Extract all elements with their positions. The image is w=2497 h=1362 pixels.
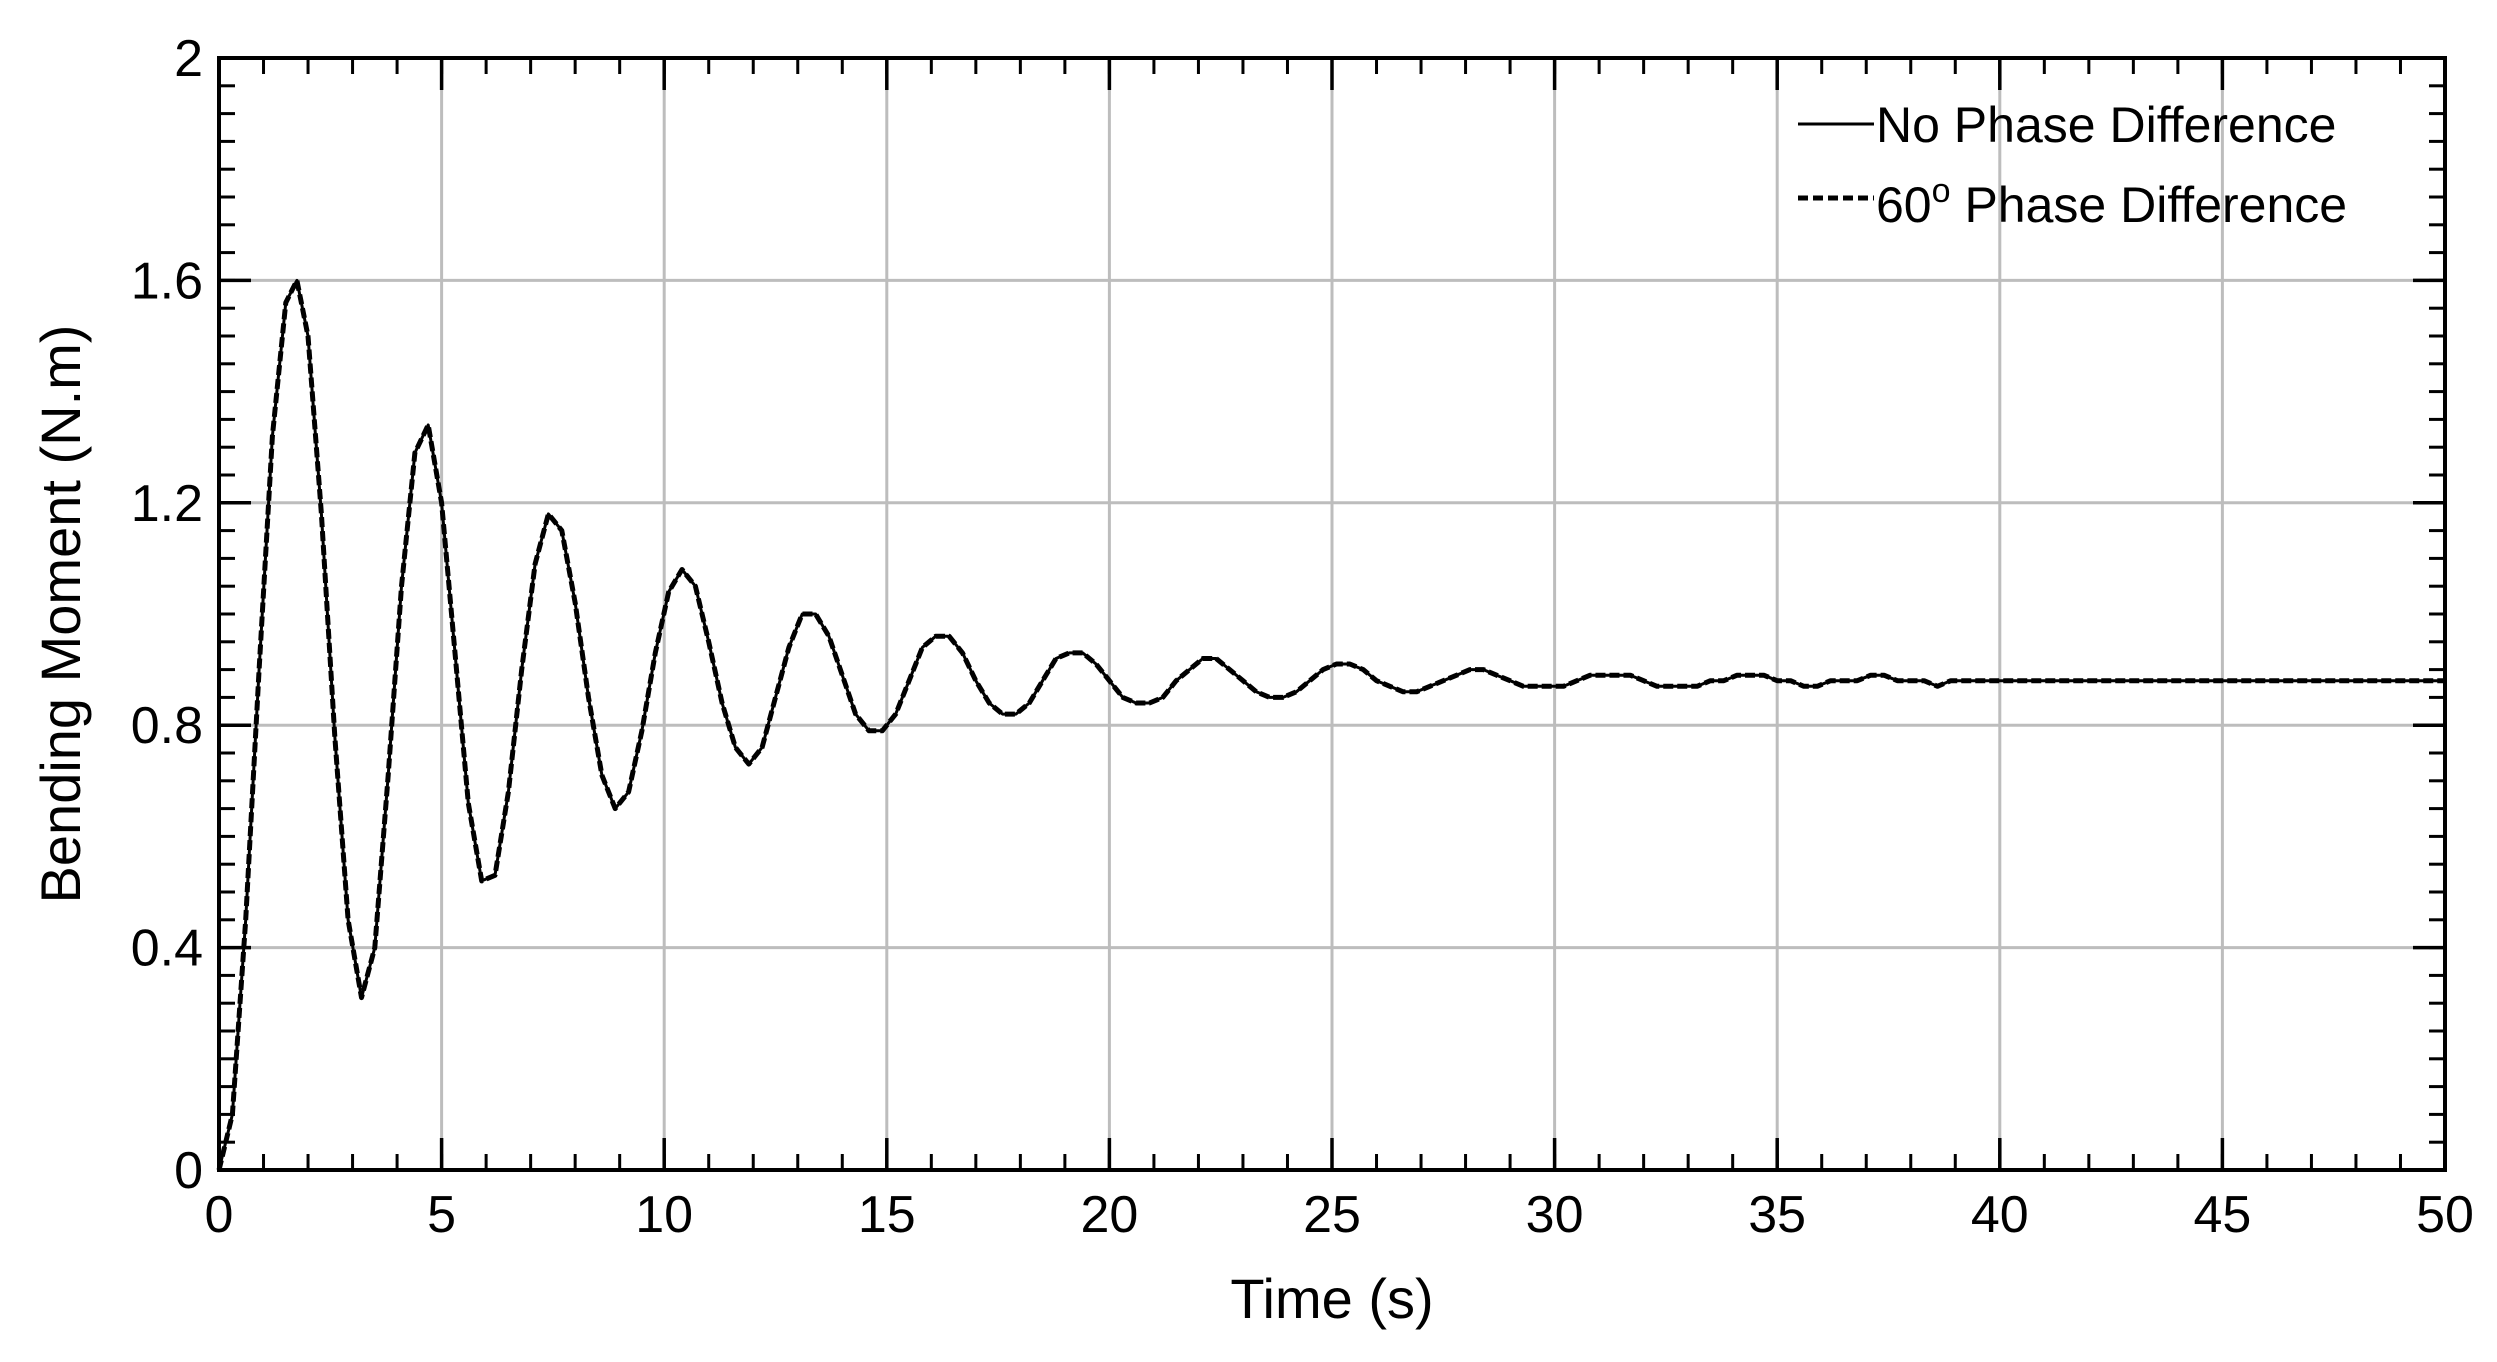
x-tick-label: 0	[205, 1186, 234, 1244]
x-tick-label: 15	[858, 1186, 916, 1244]
y-tick-label: 2	[174, 30, 203, 88]
y-tick-label: 0.4	[131, 920, 203, 978]
x-tick-label: 5	[427, 1186, 456, 1244]
series-lines	[216, 277, 2445, 1171]
legend: No Phase Difference 60o Phase Difference	[1798, 97, 2347, 233]
x-axis-label: Time (s)	[1230, 1267, 1433, 1330]
x-tick-label: 25	[1303, 1186, 1361, 1244]
legend-label-60-phase-difference: 60o Phase Difference	[1876, 172, 2347, 233]
x-tick-label: 35	[1748, 1186, 1806, 1244]
x-tick-label: 10	[635, 1186, 693, 1244]
y-tick-label: 1.6	[131, 252, 203, 310]
grid	[219, 58, 2445, 1170]
legend-label-degree-superscript: o	[1932, 172, 1951, 210]
x-tick-label: 45	[2193, 1186, 2251, 1244]
plot-frame	[217, 56, 2447, 1172]
x-tick-labels: 0 5 10 15 20 25 30 35 40 45 50	[205, 1186, 2474, 1244]
y-tick-label: 0.8	[131, 697, 203, 755]
y-tick-label: 0	[174, 1142, 203, 1200]
x-tick-label: 20	[1080, 1186, 1138, 1244]
y-tick-label: 1.2	[131, 475, 203, 533]
legend-label-60-suffix: Phase Difference	[1951, 177, 2348, 233]
x-tick-label: 30	[1526, 1186, 1584, 1244]
y-axis-label: Bending Moment (N.m)	[29, 325, 92, 904]
series-line-60-phase-difference	[216, 277, 2445, 1171]
x-tick-label: 40	[1971, 1186, 2029, 1244]
x-tick-label: 50	[2416, 1186, 2474, 1244]
y-tick-labels: 0 0.4 0.8 1.2 1.6 2	[131, 30, 203, 1200]
legend-label-no-phase-difference: No Phase Difference	[1876, 97, 2336, 153]
legend-label-60-number: 60	[1876, 177, 1932, 233]
